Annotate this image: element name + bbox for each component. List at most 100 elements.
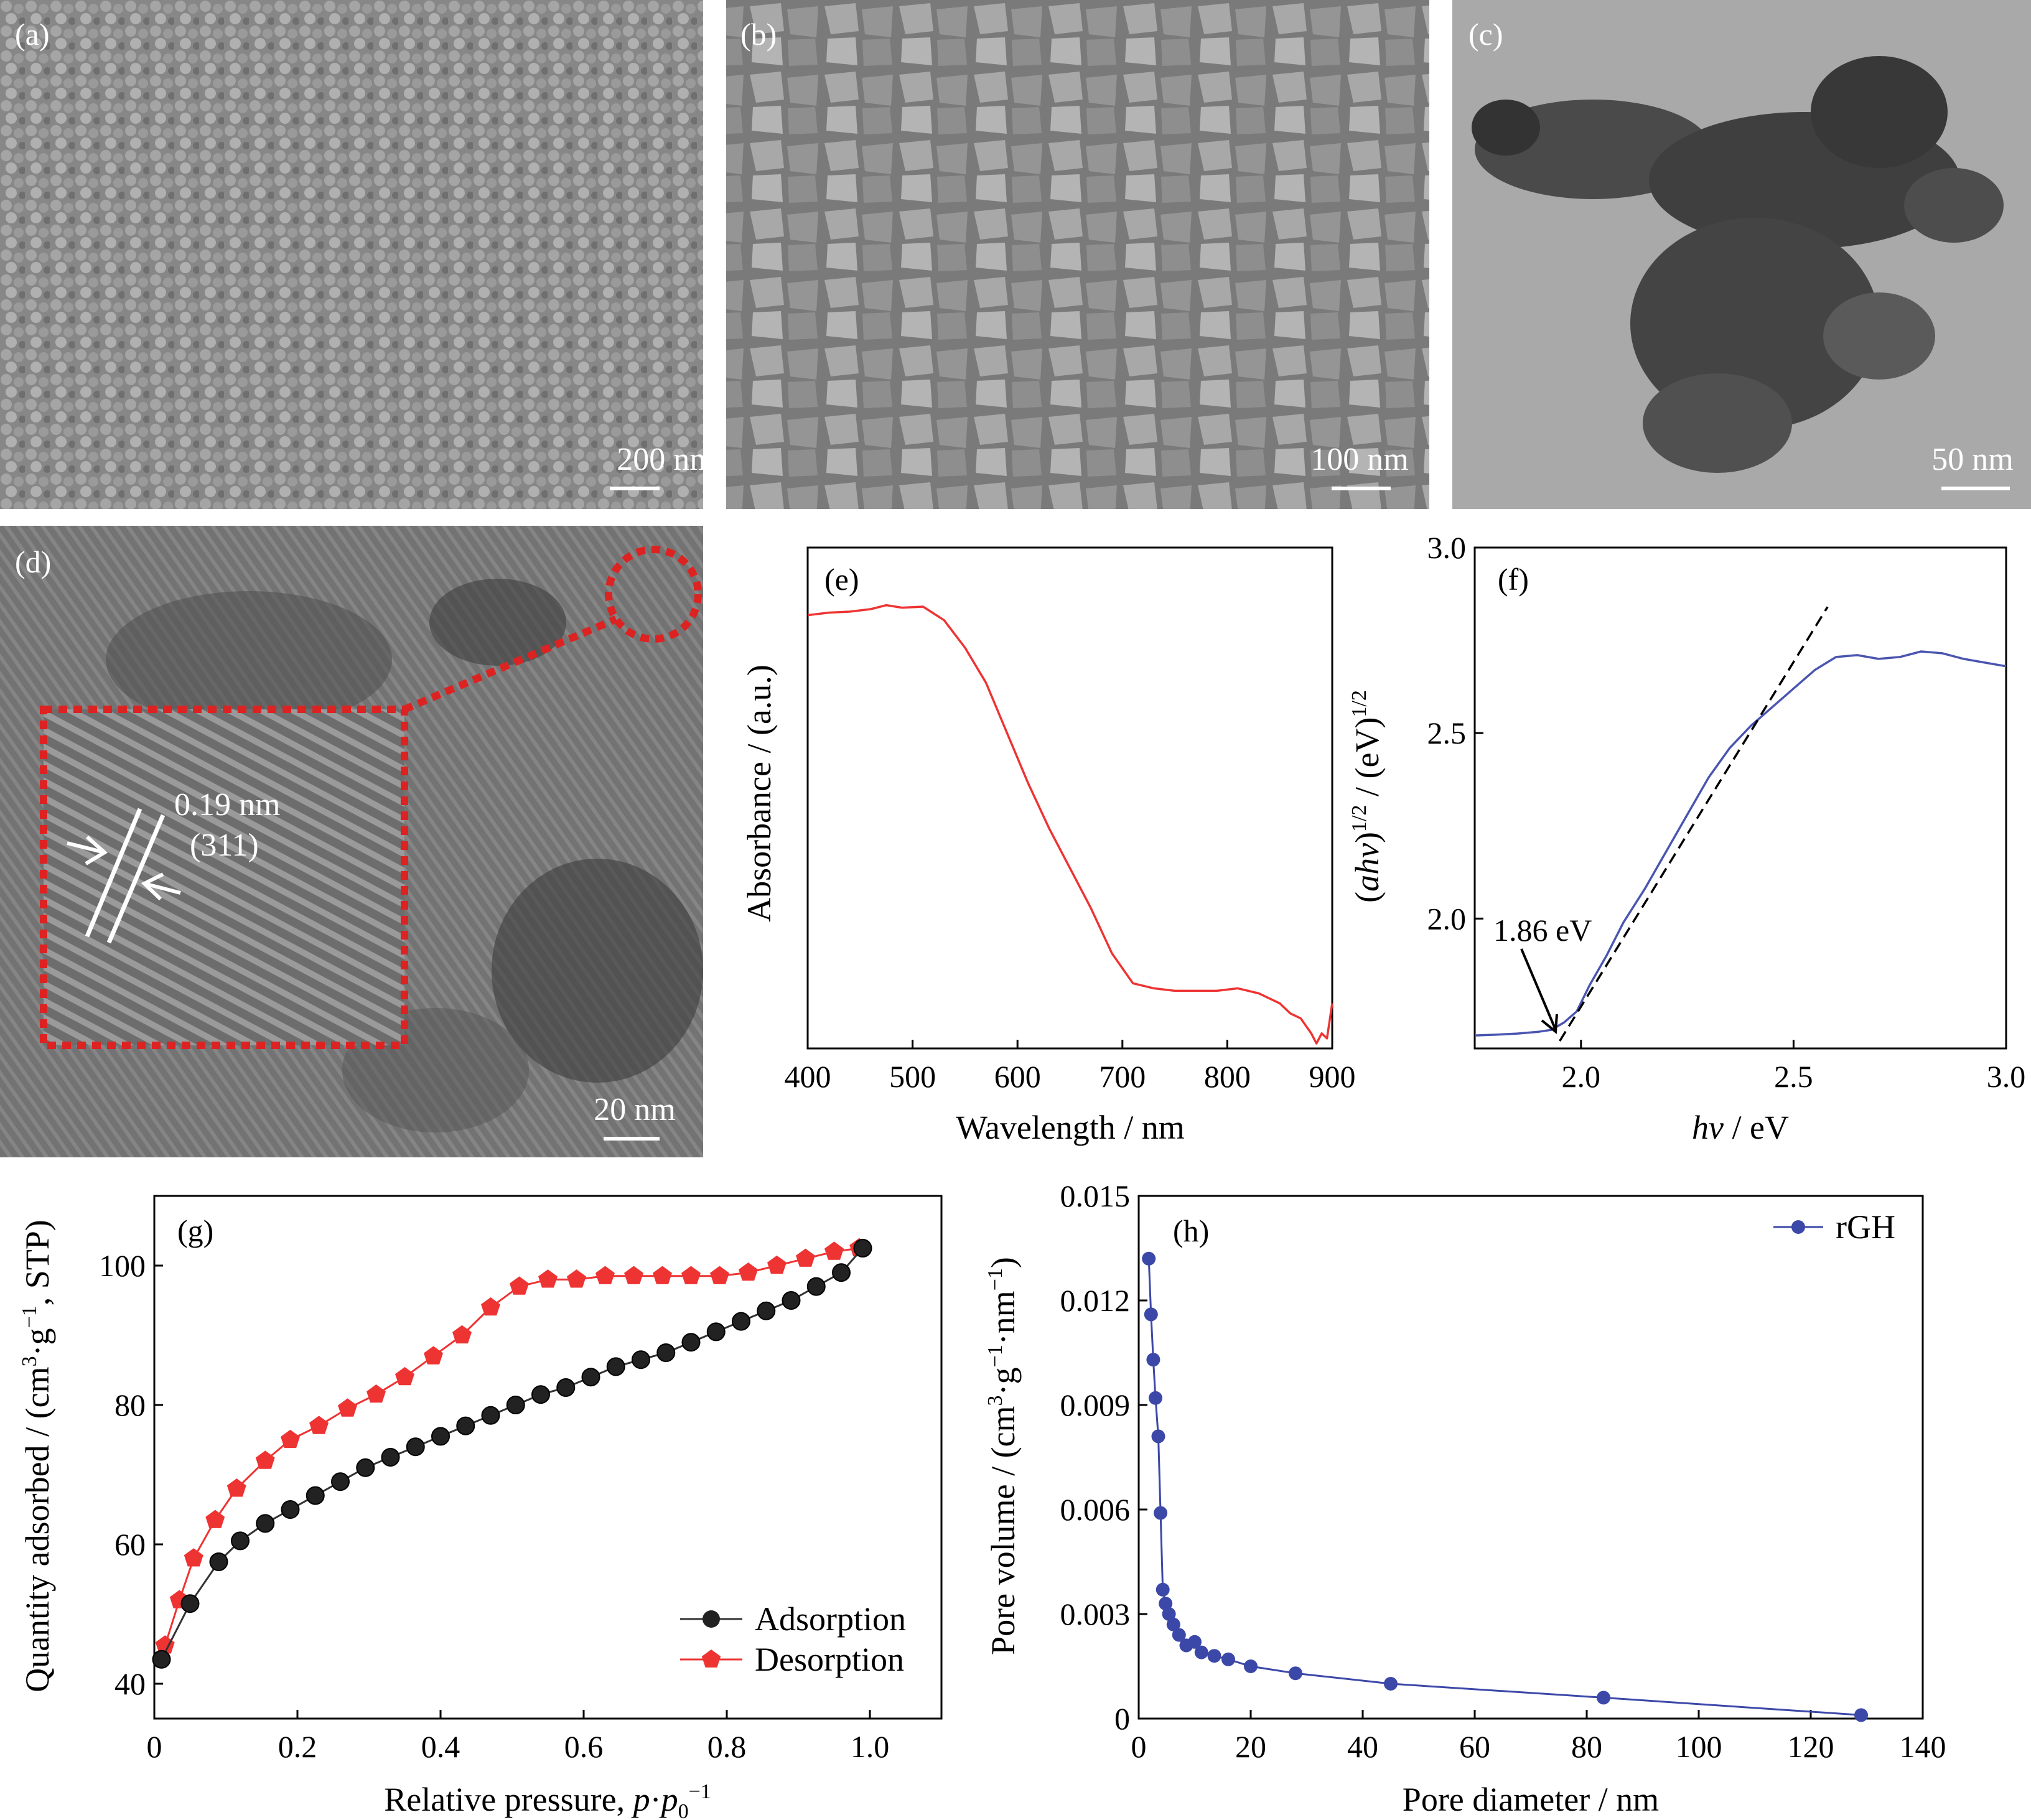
chart-h-ylabel: Pore volume / (cm3·g−1·nm−1) <box>984 1257 1022 1655</box>
chart-f-panel-label: (f) <box>1498 562 1529 597</box>
pore-point <box>1244 1659 1258 1673</box>
chart-e-xtick-label: 400 <box>785 1059 831 1094</box>
pore-point <box>1221 1652 1235 1666</box>
absorbance-curve <box>807 604 1333 1045</box>
adsorption-point <box>706 1322 726 1342</box>
adsorption-point <box>531 1385 550 1404</box>
desorption-point <box>595 1266 615 1284</box>
panel-b-label: (b) <box>740 17 777 52</box>
panel-c-label: (c) <box>1468 17 1503 52</box>
pore-point <box>1151 1429 1165 1444</box>
zoom-connector <box>403 615 618 713</box>
chart-h-xtick-label: 40 <box>1347 1729 1378 1764</box>
chart-e-xtick-label: 500 <box>889 1059 936 1094</box>
adsorption-point <box>180 1594 200 1613</box>
desorption-point <box>681 1266 701 1284</box>
pore-point <box>1144 1307 1158 1322</box>
adsorption-point <box>757 1301 776 1320</box>
chart-e-absorbance: (e) Wavelength / nm Absorbance / (a.u.) … <box>740 546 1356 1146</box>
chart-h-pore-distribution: (h) Pore diameter / nm Pore volume / (cm… <box>984 1178 1946 1818</box>
pore-point <box>1289 1666 1302 1681</box>
pore-point <box>1172 1628 1186 1642</box>
pore-point <box>1162 1607 1176 1621</box>
adsorption-point <box>152 1650 171 1669</box>
chart-g-panel-label: (g) <box>177 1213 213 1248</box>
chart-f-ytick-label: 2.0 <box>1427 901 1467 936</box>
adsorption-point <box>632 1350 650 1370</box>
adsorption-point <box>431 1427 450 1446</box>
adsorption-point <box>356 1458 375 1477</box>
tauc-curve <box>1474 650 2007 1037</box>
desorption-point <box>205 1510 225 1528</box>
chart-g-ytick-label: 60 <box>114 1527 146 1562</box>
chart-g-xtick-label: 0.6 <box>564 1729 604 1764</box>
lattice-fringe-line-2 <box>106 814 166 944</box>
pore-point <box>1854 1708 1868 1722</box>
chart-h-ytick-label: 0.015 <box>1060 1178 1131 1213</box>
chart-e-plot-area <box>806 546 1333 1050</box>
desorption-point <box>281 1429 300 1449</box>
chart-h-xtick-label: 80 <box>1571 1729 1602 1764</box>
desorption-point <box>824 1241 844 1260</box>
desorption-point <box>510 1276 529 1295</box>
chart-f-ytick-label: 2.5 <box>1427 716 1467 750</box>
pore-point <box>1194 1645 1208 1659</box>
chart-f-xtick-label: 2.0 <box>1562 1059 1601 1094</box>
panel-b-scale-label: 100 nm <box>1310 442 1408 477</box>
pore-point <box>1154 1506 1168 1520</box>
chart-h-panel-label: (h) <box>1173 1213 1209 1248</box>
desorption-point <box>710 1266 729 1284</box>
desorption-point <box>767 1255 787 1274</box>
chart-g-xtick-label: 1.0 <box>851 1729 890 1764</box>
adsorption-point <box>681 1333 701 1352</box>
desorption-point <box>226 1478 246 1497</box>
adsorption-point <box>581 1368 600 1387</box>
chart-h-ytick-label: 0.012 <box>1060 1283 1131 1318</box>
chart-g-xtick-label: 0.2 <box>278 1729 317 1764</box>
desorption-point <box>255 1450 275 1469</box>
pore-point <box>1597 1691 1610 1705</box>
desorption-point <box>424 1346 443 1365</box>
desorption-point <box>184 1548 203 1567</box>
adsorption-point <box>782 1291 801 1310</box>
panel-a-label: (a) <box>15 17 50 52</box>
panel-b-sem-image: (b) 100 nm <box>726 0 1429 509</box>
desorption-point <box>796 1248 815 1267</box>
chart-f-ylabel: (ahv)1/2 / (eV)1/2 <box>1348 690 1386 903</box>
adsorption-point <box>281 1500 300 1519</box>
chart-h-xtick-label: 20 <box>1235 1729 1266 1764</box>
arrow-left-icon <box>67 835 108 866</box>
legend-rgh-label: rGH <box>1836 1208 1895 1246</box>
adsorption-point <box>606 1357 625 1376</box>
chart-h-xtick-label: 0 <box>1131 1729 1147 1764</box>
desorption-point <box>309 1416 329 1434</box>
source-region-circle <box>605 546 702 643</box>
chart-h-xtick-label: 120 <box>1788 1729 1834 1764</box>
sem-texture-b <box>726 0 1429 509</box>
legend-desorption-label: Desorption <box>755 1641 904 1678</box>
lattice-spacing-label: 0.19 nm <box>174 787 280 823</box>
pore-point <box>1146 1353 1160 1367</box>
adsorption-point <box>331 1472 350 1491</box>
chart-g-xtick-label: 0 <box>147 1729 162 1764</box>
lattice-plane-label: (311) <box>190 828 259 863</box>
adsorption-point <box>256 1514 275 1533</box>
pore-point <box>1159 1597 1173 1611</box>
chart-h-xtick-label: 60 <box>1459 1729 1490 1764</box>
chart-f-xtick-label: 3.0 <box>1987 1059 2026 1094</box>
adsorption-point <box>832 1263 851 1282</box>
desorption-point <box>481 1297 500 1316</box>
chart-h-ytick-label: 0.009 <box>1060 1388 1131 1422</box>
adsorption-point <box>853 1239 872 1258</box>
chart-f-plot-area <box>1473 546 2007 1050</box>
adsorption-point <box>306 1486 325 1505</box>
chart-g-ytick-label: 40 <box>114 1666 146 1701</box>
desorption-point <box>739 1262 758 1281</box>
pore-point <box>1149 1391 1162 1405</box>
panel-a-sem-image: (a) 200 nm <box>0 0 715 509</box>
nanoparticle-cluster <box>1472 56 2004 473</box>
chart-h-xtick-label: 140 <box>1900 1729 1946 1764</box>
pore-point <box>1207 1649 1221 1663</box>
pore-point <box>1166 1617 1180 1631</box>
